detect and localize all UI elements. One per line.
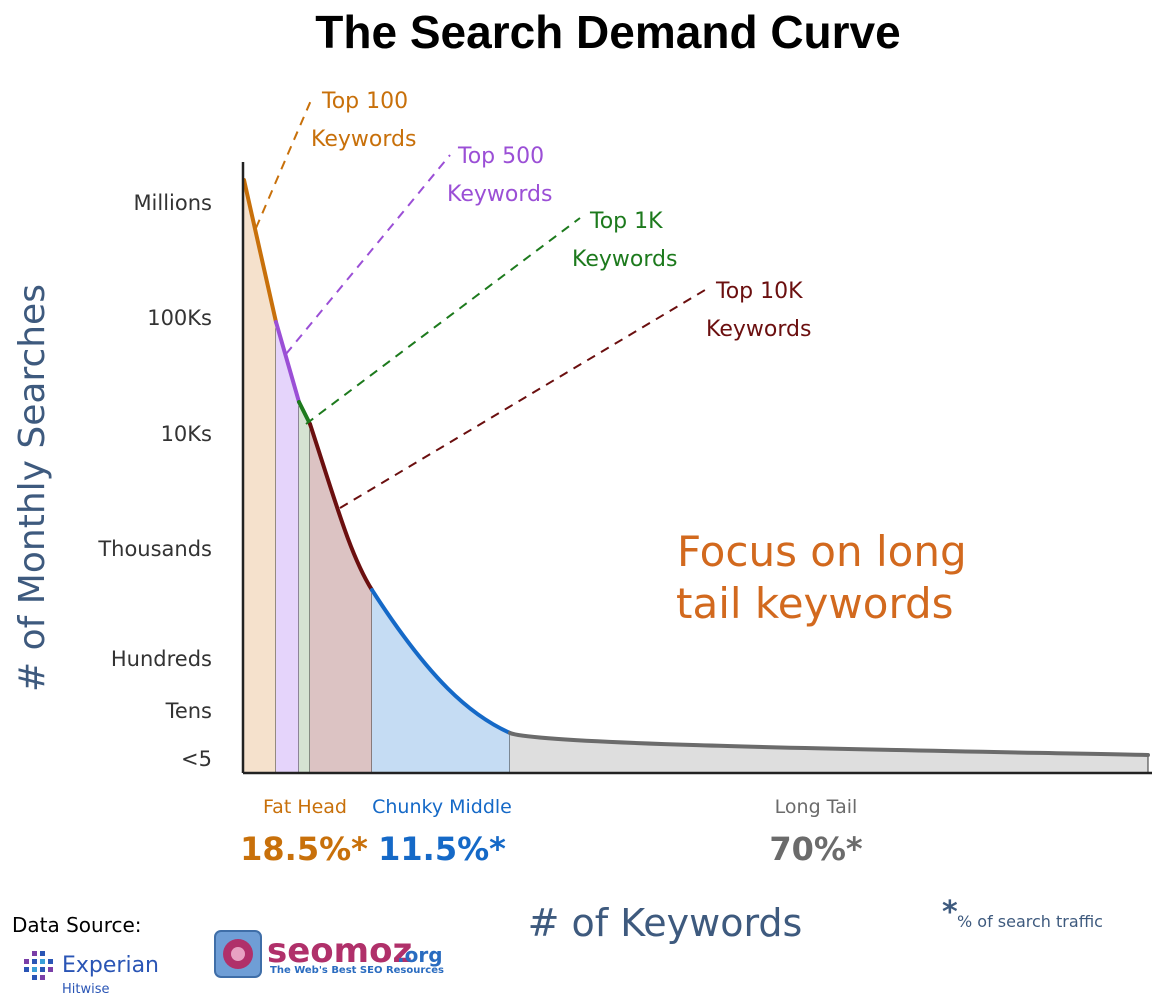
footnote-star: * xyxy=(942,895,958,930)
segment-curve xyxy=(242,178,278,324)
group-fat-head-label: Fat Head xyxy=(263,796,347,818)
y-axis-label: # of Monthly Searches xyxy=(12,284,53,692)
experian-dot xyxy=(40,951,45,956)
callout-top10k-line1: Top 10K xyxy=(715,279,803,304)
y-tick-label: Hundreds xyxy=(111,647,212,671)
segment-area xyxy=(310,424,372,773)
group-long-tail-label: Long Tail xyxy=(775,796,858,818)
group-long-tail-share: 70%* xyxy=(769,830,863,868)
y-tick-labels: Millions 100Ks 10Ks Thousands Hundreds Tens <5 xyxy=(97,191,212,771)
segment-curve xyxy=(308,422,374,592)
callout-top1k-line2: Keywords xyxy=(572,247,677,272)
area-fills xyxy=(244,180,1149,773)
experian-dot xyxy=(48,967,53,972)
experian-logo: Experian Hitwise xyxy=(24,951,159,997)
segment-curve xyxy=(274,320,301,404)
experian-wordmark: Experian xyxy=(62,953,159,978)
experian-dot xyxy=(40,975,45,980)
chart-title: The Search Demand Curve xyxy=(315,6,900,58)
annotation-line2: tail keywords xyxy=(676,579,954,628)
group-fat-head-share: 18.5%* xyxy=(240,830,368,868)
seomoz-tagline: The Web's Best SEO Resources xyxy=(270,965,444,976)
callout-leader-line xyxy=(285,154,451,355)
callout-top500-line1: Top 500 xyxy=(457,144,544,169)
segment-curve xyxy=(370,588,512,735)
experian-dot xyxy=(32,959,37,964)
y-tick-label: Thousands xyxy=(97,537,212,561)
group-chunky-middle-share: 11.5%* xyxy=(378,830,506,868)
x-axis-label: # of Keywords xyxy=(528,901,803,945)
segment-area xyxy=(372,590,510,773)
seomoz-tld: .org xyxy=(397,943,443,967)
callout-top10k-line2: Keywords xyxy=(706,317,811,342)
experian-dots-icon xyxy=(24,951,53,980)
seomoz-wordmark: seomoz xyxy=(267,931,412,971)
segment-area xyxy=(510,733,1148,773)
segment-curve xyxy=(508,731,1150,757)
experian-dot xyxy=(32,975,37,980)
experian-dot xyxy=(24,967,29,972)
callout-top1k-line1: Top 1K xyxy=(589,209,663,234)
y-tick-label: Tens xyxy=(165,699,212,723)
experian-dot xyxy=(24,959,29,964)
experian-dot xyxy=(32,951,37,956)
footnote-text: % of search traffic xyxy=(957,912,1103,931)
callout-top100-line1: Top 100 xyxy=(321,89,408,114)
experian-dot xyxy=(48,959,53,964)
experian-dot xyxy=(32,967,37,972)
segment-area xyxy=(244,180,276,773)
seomoz-gear-center-icon xyxy=(231,947,245,961)
seomoz-logo: seomoz .org The Web's Best SEO Resources xyxy=(214,930,444,978)
callout-leader-line xyxy=(339,289,706,509)
y-tick-label: 10Ks xyxy=(161,422,212,446)
group-chunky-middle-label: Chunky Middle xyxy=(372,796,512,818)
callout-leader-line xyxy=(305,217,581,425)
hitwise-wordmark: Hitwise xyxy=(62,982,110,997)
callout-top500-line2: Keywords xyxy=(447,182,552,207)
experian-dot xyxy=(40,959,45,964)
callout-top100-line2: Keywords xyxy=(311,127,416,152)
data-source-label: Data Source: xyxy=(12,913,142,937)
experian-dot xyxy=(40,967,45,972)
segment-area xyxy=(299,402,310,773)
y-tick-label: 100Ks xyxy=(147,306,212,330)
segment-curve xyxy=(297,400,312,426)
callout-leader-line xyxy=(255,97,313,229)
annotation-line1: Focus on long xyxy=(677,527,967,576)
y-tick-label: <5 xyxy=(181,747,212,771)
y-tick-label: Millions xyxy=(133,191,212,215)
callout-lines xyxy=(255,97,706,509)
segment-area xyxy=(276,322,299,773)
demand-curve xyxy=(242,178,1150,757)
